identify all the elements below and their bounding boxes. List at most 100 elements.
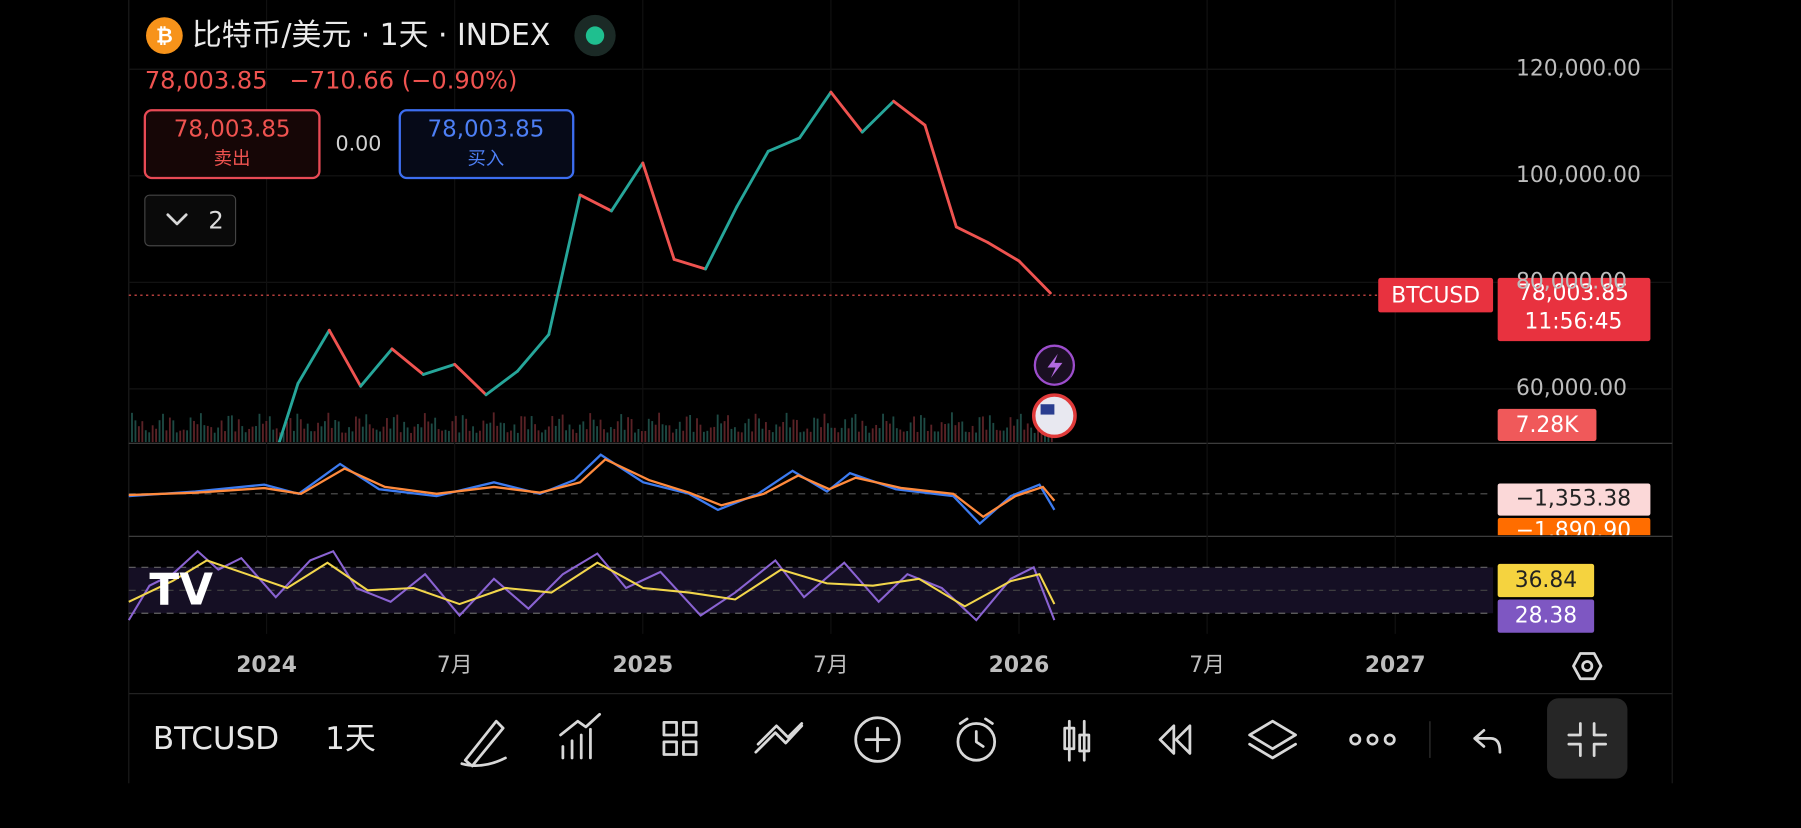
candle-body — [1063, 726, 1076, 751]
volume-texture — [230, 415, 233, 443]
volume-texture — [454, 415, 457, 443]
volume-texture — [510, 430, 512, 443]
buy-button[interactable] — [398, 109, 575, 180]
price-segment — [296, 328, 331, 385]
price-segment — [704, 205, 739, 271]
volume-texture — [785, 412, 788, 443]
fullscreen-button[interactable] — [1547, 698, 1628, 779]
volume-texture — [513, 424, 516, 443]
candle-body — [1078, 733, 1091, 753]
volume-texture — [503, 423, 505, 443]
volume-texture — [899, 429, 902, 443]
x-tick-label: 2026 — [989, 653, 1050, 678]
layout-icon[interactable] — [662, 720, 698, 756]
add-icon[interactable] — [854, 716, 901, 763]
volume-texture — [399, 432, 402, 443]
volume-texture — [544, 429, 547, 443]
volume-texture — [220, 420, 223, 443]
volume-texture — [361, 426, 364, 443]
x-tick-label: 2024 — [236, 653, 297, 678]
us-event-icon[interactable] — [1031, 393, 1077, 439]
volume-texture — [578, 424, 581, 443]
volume-texture — [716, 414, 719, 443]
volume-texture — [306, 423, 309, 443]
y-tick-label: 120,000.00 — [1516, 56, 1641, 81]
volume-texture — [902, 431, 905, 443]
volume-texture — [199, 413, 202, 443]
volume-texture — [878, 428, 881, 443]
volume-texture — [217, 427, 220, 443]
exit-fullscreen-icon — [1567, 722, 1607, 758]
symbol-title: 比特币/美元 · 1天 · INDEX — [192, 18, 550, 53]
volume-texture — [685, 416, 688, 443]
volume-texture — [637, 429, 640, 443]
volume-texture — [168, 417, 171, 443]
volume-texture — [678, 421, 681, 443]
volume-texture — [1023, 429, 1026, 443]
toolbar-symbol[interactable]: BTCUSD — [153, 721, 279, 757]
volume-texture — [871, 428, 874, 443]
volume-badge — [1497, 408, 1597, 441]
alert-icon[interactable] — [956, 722, 997, 762]
volume-texture — [575, 432, 578, 443]
volume-texture — [379, 431, 381, 443]
volume-texture — [534, 424, 536, 443]
volume-texture — [458, 432, 461, 443]
volume-texture — [737, 431, 740, 443]
toolbar-interval[interactable]: 1天 — [325, 721, 376, 757]
volume-texture — [720, 423, 723, 443]
volume-texture — [847, 428, 850, 443]
y-tick-label: 80,000.00 — [1516, 269, 1627, 294]
price-segment — [327, 328, 363, 388]
volume-texture — [151, 425, 154, 443]
volume-texture — [1037, 426, 1039, 443]
volume-texture — [913, 416, 915, 443]
volume-texture — [537, 430, 540, 443]
replay-icon[interactable] — [1158, 724, 1192, 755]
volume-texture — [179, 430, 182, 443]
draw-icon[interactable] — [460, 719, 507, 768]
y-tick-label: 60,000.00 — [1516, 376, 1627, 401]
volume-texture — [957, 422, 960, 443]
volume-texture — [444, 429, 447, 443]
sell-button[interactable] — [143, 109, 321, 180]
volume-texture — [875, 424, 878, 443]
more-dot[interactable] — [1349, 733, 1362, 746]
volume-texture — [561, 414, 564, 443]
volume-texture — [265, 420, 268, 443]
volume-texture — [982, 416, 984, 443]
volume-texture — [923, 417, 926, 443]
volume-texture — [313, 431, 316, 443]
volume-texture — [658, 412, 661, 443]
price-segment — [515, 333, 551, 373]
price-segment — [390, 347, 425, 376]
volume-texture — [372, 428, 375, 443]
volume-texture — [585, 429, 588, 443]
volume-texture — [258, 413, 261, 443]
indicators-icon[interactable] — [559, 712, 601, 760]
settings-icon[interactable] — [1572, 652, 1603, 681]
indicator-count: 2 — [208, 207, 223, 235]
volume-texture — [530, 416, 533, 443]
indicator-toggle[interactable] — [144, 194, 237, 247]
volume-texture — [527, 429, 530, 443]
volume-texture — [820, 427, 822, 443]
layers-icon[interactable] — [1248, 719, 1297, 760]
volume-texture — [468, 430, 471, 443]
volume-texture — [933, 431, 936, 443]
add-plus — [864, 726, 891, 753]
volume-texture — [241, 426, 244, 443]
volume-texture — [733, 427, 736, 443]
volume-texture — [479, 430, 481, 443]
compare-icon[interactable] — [754, 722, 804, 754]
price-segment — [578, 193, 613, 213]
volume-texture — [434, 417, 437, 443]
volume-texture — [978, 417, 981, 443]
volume-texture — [613, 428, 616, 443]
volume-texture — [806, 428, 809, 443]
volume-texture — [417, 424, 419, 443]
volume-texture — [224, 431, 226, 443]
volume-texture — [802, 431, 805, 443]
volume-texture — [423, 413, 426, 443]
undo-icon[interactable] — [1473, 729, 1502, 754]
